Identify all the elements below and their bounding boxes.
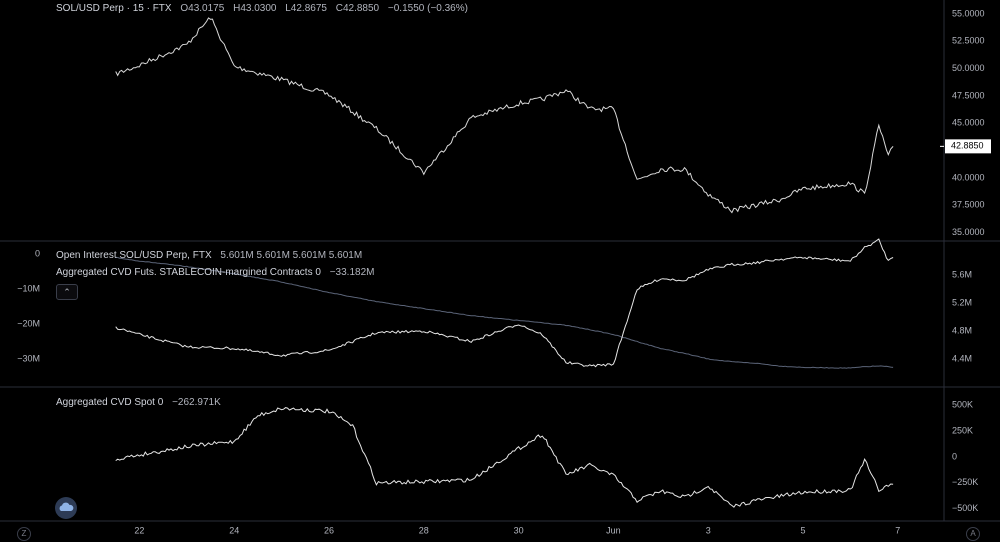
cvd-spot-tick-label: −500K: [952, 503, 978, 513]
auto-scale-icon[interactable]: A: [966, 527, 980, 541]
price-tick-label: 37.5000: [952, 200, 985, 210]
cvd-futures-line: [115, 238, 894, 368]
open-interest-tick-label: 4.8M: [952, 325, 972, 335]
high-value: H43.0300: [233, 3, 277, 14]
time-tick-label: 24: [229, 525, 239, 535]
time-tick-label: 28: [419, 525, 429, 535]
cvd-futures-tick-label: −10M: [17, 283, 40, 293]
time-tick-label: 5: [800, 525, 805, 535]
cvd-spot-legend: Aggregated CVD Spot 0 −262.971K: [56, 397, 227, 408]
cvd-futures-tick-label: −20M: [17, 318, 40, 328]
cvd-futures-value: −33.182M: [329, 267, 375, 278]
cloud-logo-icon[interactable]: [55, 497, 77, 519]
open-interest-line: [115, 256, 894, 369]
time-tick-label: 3: [706, 525, 711, 535]
last-price-label: 42.8850: [951, 141, 984, 151]
cvd-futures-legend: Aggregated CVD Futs. STABLECOIN-margined…: [56, 267, 380, 278]
price-series-line: [115, 17, 894, 214]
time-tick-label: 26: [324, 525, 334, 535]
low-value: L42.8675: [285, 3, 327, 14]
time-tick-label: 7: [895, 525, 900, 535]
price-tick-label: 40.0000: [952, 172, 985, 182]
time-tick-label: 30: [514, 525, 524, 535]
cvd-spot-tick-label: 500K: [952, 400, 973, 410]
price-tick-label: 50.0000: [952, 63, 985, 73]
last-price-tag: [945, 139, 991, 154]
cvd-spot-line: [115, 407, 894, 508]
open-value: O43.0175: [180, 3, 225, 14]
cvd-spot-label[interactable]: Aggregated CVD Spot 0: [56, 397, 164, 408]
price-tick-label: 55.0000: [952, 8, 985, 18]
cvd-spot-value: −262.971K: [172, 397, 221, 408]
open-interest-tick-label: 5.2M: [952, 297, 972, 307]
close-value: C42.8850: [335, 3, 380, 14]
cvd-spot-tick-label: 250K: [952, 425, 973, 435]
price-tick-label: 52.5000: [952, 36, 985, 46]
cvd-spot-tick-label: −250K: [952, 477, 978, 487]
open-interest-label[interactable]: Open Interest SOL/USD Perp, FTX: [56, 250, 212, 261]
zoom-toggle-icon[interactable]: Z: [17, 527, 31, 541]
open-interest-tick-label: 4.4M: [952, 353, 972, 363]
cvd-futures-label[interactable]: Aggregated CVD Futs. STABLECOIN-margined…: [56, 267, 321, 278]
price-tick-label: 45.0000: [952, 118, 985, 128]
price-legend: SOL/USD Perp · 15 · FTX O43.0175 H43.030…: [56, 3, 474, 14]
cvd-spot-tick-label: 0: [952, 451, 957, 461]
open-interest-values: 5.601M 5.601M 5.601M 5.601M: [220, 250, 363, 261]
time-tick-label: 22: [134, 525, 144, 535]
cvd-futures-tick-label: 0: [35, 248, 40, 258]
cvd-futures-tick-label: −30M: [17, 353, 40, 363]
collapse-legend-button[interactable]: ⌃: [56, 284, 78, 300]
open-interest-legend: Open Interest SOL/USD Perp, FTX 5.601M 5…: [56, 250, 368, 261]
time-tick-label: Jun: [606, 525, 621, 535]
change-value: −0.1550 (−0.36%): [387, 3, 468, 14]
price-tick-label: 35.0000: [952, 227, 985, 237]
symbol-label[interactable]: SOL/USD Perp · 15 · FTX: [56, 3, 172, 14]
price-tick-label: 47.5000: [952, 90, 985, 100]
open-interest-tick-label: 5.6M: [952, 269, 972, 279]
